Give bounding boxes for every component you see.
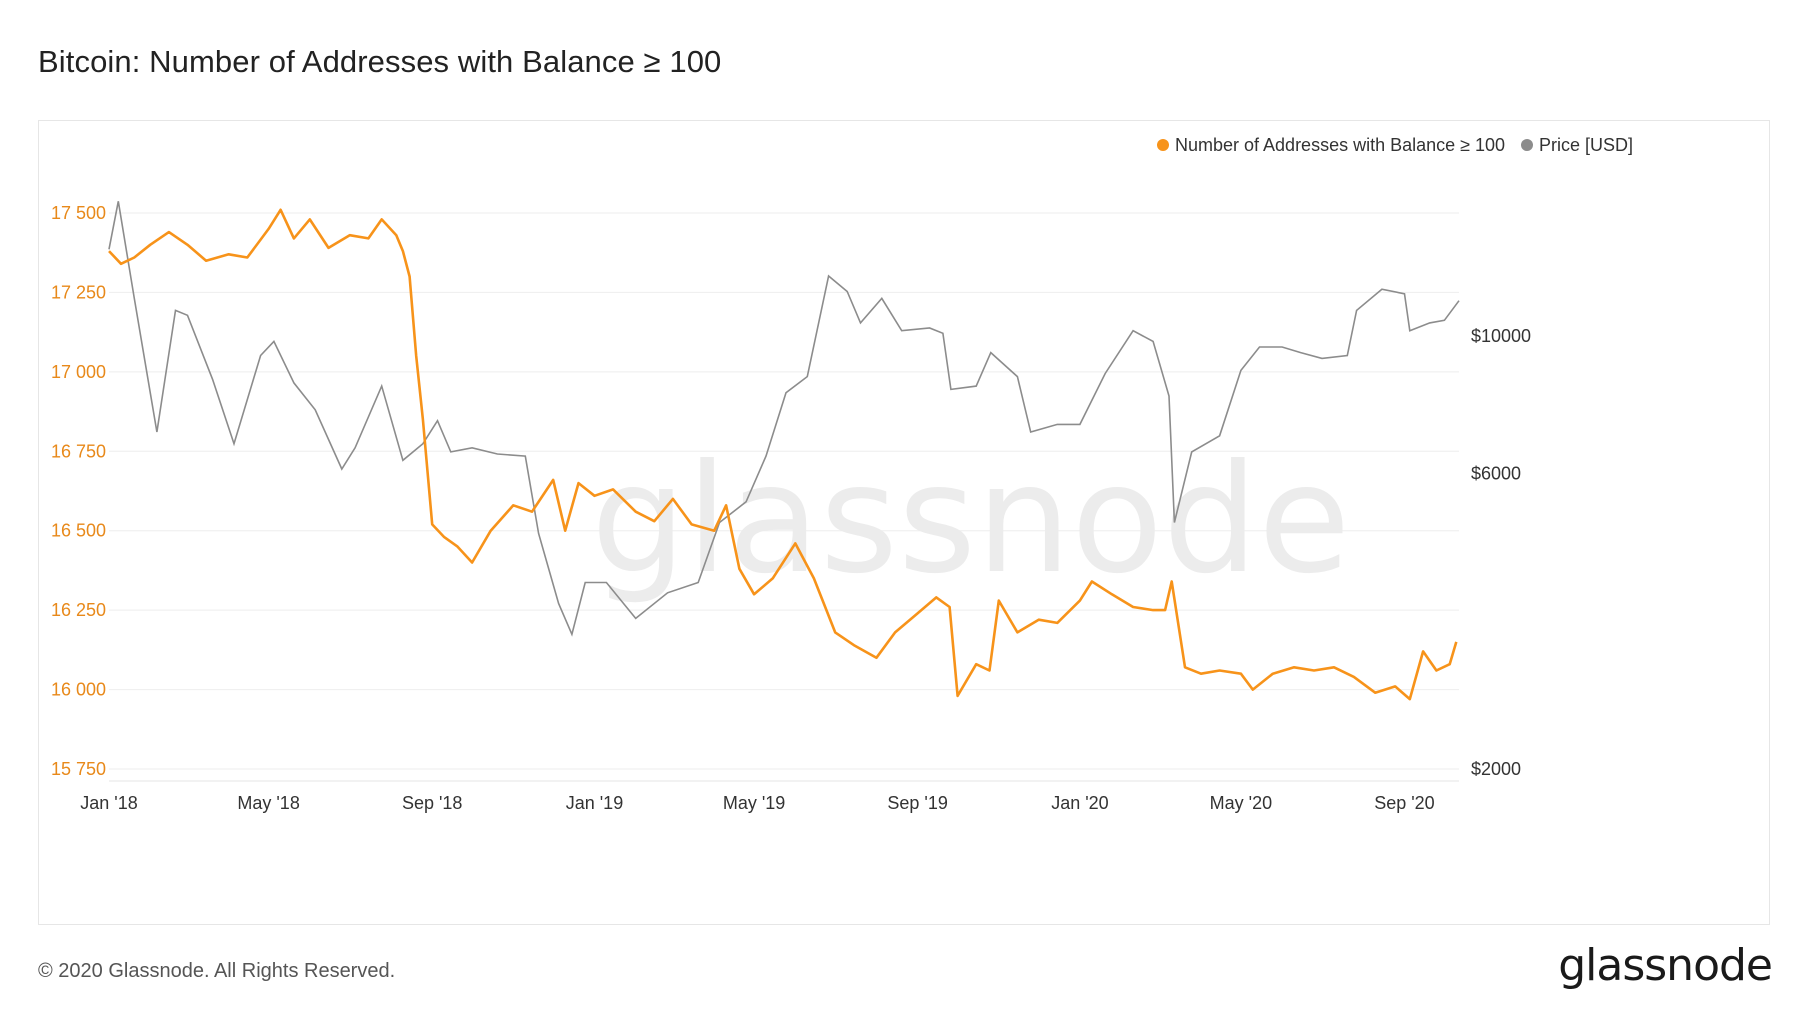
x-tick-label: May '20 — [1210, 793, 1272, 813]
watermark: glassnode — [591, 433, 1350, 607]
x-axis-ticks: Jan '18 May '18 Sep '18 Jan '19 May '19 Sep '… — [80, 780, 1459, 813]
left-tick-label: 15 750 — [51, 759, 106, 779]
right-tick-label: $10000 — [1471, 326, 1531, 346]
x-tick-label: Jan '20 — [1051, 793, 1108, 813]
left-tick-label: 17 000 — [51, 362, 106, 382]
right-axis-ticks: $2000 $6000 $10000 — [1471, 326, 1531, 779]
x-tick-label: Sep '19 — [887, 793, 948, 813]
x-tick-label: May '19 — [723, 793, 785, 813]
x-tick-label: Jan '19 — [566, 793, 623, 813]
legend-addresses-dot — [1157, 139, 1169, 151]
legend-price-label[interactable]: Price [USD] — [1539, 135, 1633, 155]
chart-svg: glassnode 15 750 16 000 16 250 16 500 16 750… — [51, 135, 1633, 813]
left-axis-ticks: 15 750 16 000 16 250 16 500 16 750 17 000 17 2… — [51, 203, 106, 779]
legend-addresses-label[interactable]: Number of Addresses with Balance ≥ 100 — [1175, 135, 1505, 155]
x-tick-label: Sep '18 — [402, 793, 463, 813]
left-tick-label: 16 750 — [51, 441, 106, 461]
price-series-line — [108, 201, 1460, 637]
legend-price-dot — [1521, 139, 1533, 151]
left-tick-label: 16 000 — [51, 680, 106, 700]
copyright-footer: © 2020 Glassnode. All Rights Reserved. — [38, 960, 396, 982]
right-tick-label: $2000 — [1471, 759, 1521, 779]
left-tick-label: 17 500 — [51, 203, 106, 223]
right-tick-label: $6000 — [1471, 463, 1521, 483]
addresses-series-line — [108, 208, 1458, 701]
chart-title: Bitcoin: Number of Addresses with Balanc… — [38, 44, 722, 79]
glassnode-logo: glassnode — [1558, 940, 1773, 991]
x-tick-label: Sep '20 — [1374, 793, 1435, 813]
legend[interactable]: Number of Addresses with Balance ≥ 100 P… — [1157, 135, 1633, 155]
left-tick-label: 16 500 — [51, 521, 106, 541]
left-tick-label: 16 250 — [51, 600, 106, 620]
chart-panel: glassnode 15 750 16 000 16 250 16 500 16 750… — [38, 120, 1770, 925]
x-tick-label: Jan '18 — [80, 793, 137, 813]
x-tick-label: May '18 — [237, 793, 299, 813]
left-tick-label: 17 250 — [51, 282, 106, 302]
